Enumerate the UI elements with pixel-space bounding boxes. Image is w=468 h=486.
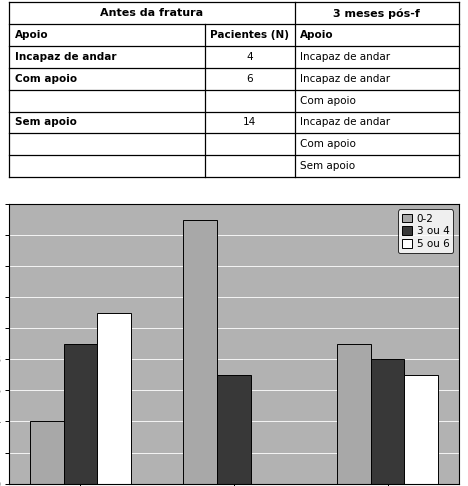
Text: Antes da fratura: Antes da fratura bbox=[101, 8, 204, 18]
Text: 4: 4 bbox=[247, 52, 253, 62]
Bar bbox=[64, 344, 97, 484]
Text: Apoio: Apoio bbox=[15, 30, 48, 40]
Text: Incapaz de andar: Incapaz de andar bbox=[15, 52, 116, 62]
Text: Sem apoio: Sem apoio bbox=[15, 118, 77, 127]
Text: 6: 6 bbox=[247, 74, 253, 84]
Text: Incapaz de andar: Incapaz de andar bbox=[300, 118, 390, 127]
Text: 14: 14 bbox=[243, 118, 256, 127]
Text: Incapaz de andar: Incapaz de andar bbox=[300, 74, 390, 84]
Text: Pacientes (N): Pacientes (N) bbox=[210, 30, 289, 40]
Bar bbox=[97, 313, 131, 484]
Text: Com apoio: Com apoio bbox=[300, 139, 356, 149]
Bar bbox=[337, 344, 371, 484]
Legend: 0-2, 3 ou 4, 5 ou 6: 0-2, 3 ou 4, 5 ou 6 bbox=[398, 209, 453, 253]
Bar bbox=[404, 375, 438, 484]
Text: Incapaz de andar: Incapaz de andar bbox=[300, 52, 390, 62]
Text: Com apoio: Com apoio bbox=[300, 96, 356, 105]
Text: Apoio: Apoio bbox=[300, 30, 334, 40]
Bar bbox=[183, 220, 217, 484]
Bar bbox=[371, 360, 404, 484]
Text: Com apoio: Com apoio bbox=[15, 74, 77, 84]
Text: 3 meses pós-f: 3 meses pós-f bbox=[333, 8, 420, 18]
Bar bbox=[217, 375, 251, 484]
Text: Sem apoio: Sem apoio bbox=[300, 161, 355, 171]
Bar bbox=[30, 421, 64, 484]
